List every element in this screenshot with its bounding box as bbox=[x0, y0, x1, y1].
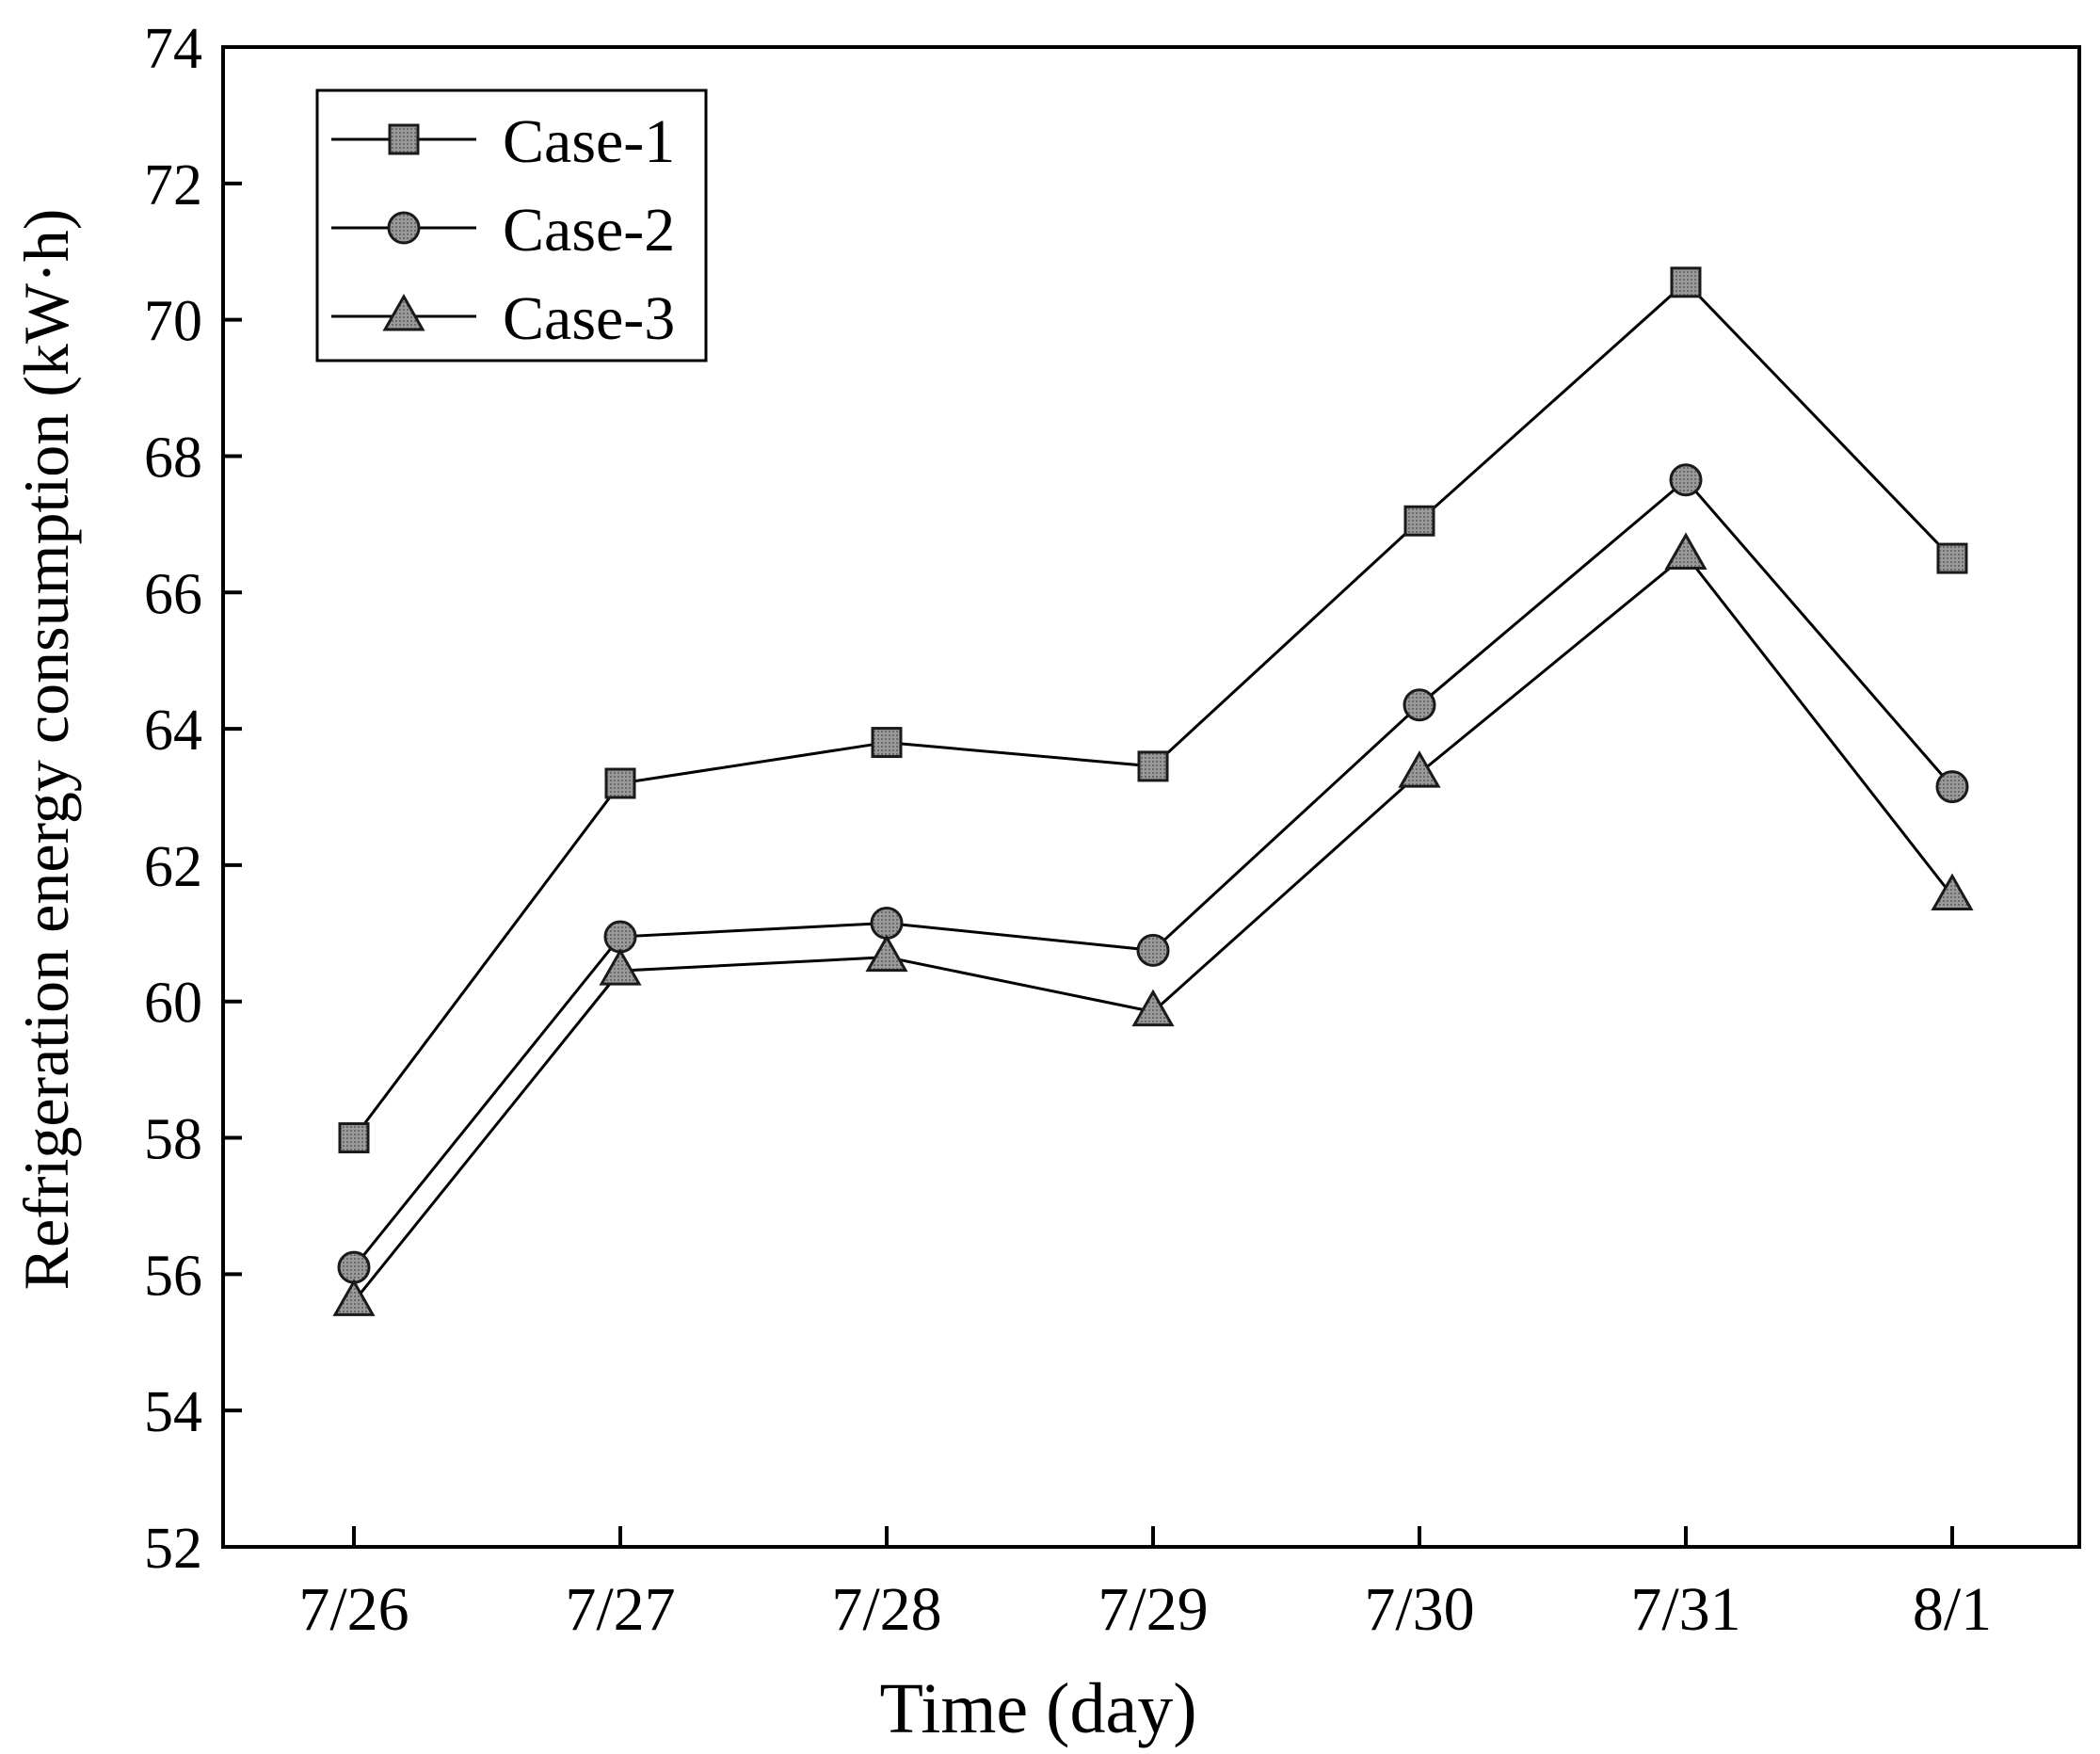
data-point-case-1 bbox=[1936, 542, 1968, 574]
series-line-case-2 bbox=[352, 477, 1954, 1269]
x-tick-label: 7/29 bbox=[1098, 1575, 1208, 1644]
legend: Case-1 Case-2 Case-3 bbox=[315, 89, 708, 362]
y-tick-label: 64 bbox=[144, 699, 202, 763]
y-tick-label: 70 bbox=[144, 290, 202, 354]
y-tick-label: 62 bbox=[144, 835, 202, 899]
x-tick-label: 7/27 bbox=[565, 1575, 675, 1644]
data-point-case-2 bbox=[603, 920, 637, 954]
series-line-case-3 bbox=[352, 553, 1954, 1303]
x-tick-label: 8/1 bbox=[1913, 1575, 1992, 1644]
series-case-1 bbox=[338, 266, 1968, 1154]
data-point-case-2 bbox=[337, 1250, 371, 1284]
y-tick-label: 66 bbox=[144, 562, 202, 626]
legend-label: Case-2 bbox=[503, 196, 675, 265]
legend-label: Case-3 bbox=[503, 284, 675, 353]
data-point-case-1 bbox=[604, 767, 636, 799]
data-point-case-1 bbox=[338, 1122, 370, 1154]
data-point-case-2 bbox=[1136, 933, 1170, 967]
data-point-case-3 bbox=[865, 934, 908, 973]
x-tick-label: 7/31 bbox=[1630, 1575, 1740, 1644]
legend-marker bbox=[382, 293, 425, 331]
data-point-case-2 bbox=[1669, 463, 1703, 497]
y-axis-title: Refrigeration energy consumption (kW·h) bbox=[10, 209, 82, 1291]
y-tick-label: 54 bbox=[144, 1380, 202, 1444]
x-tick-label: 7/28 bbox=[831, 1575, 941, 1644]
data-point-case-1 bbox=[1137, 750, 1169, 782]
data-point-case-3 bbox=[332, 1279, 376, 1316]
data-point-case-3 bbox=[1931, 873, 1974, 910]
data-point-case-3 bbox=[1664, 532, 1707, 570]
y-tick-label: 60 bbox=[144, 972, 202, 1036]
data-point-case-1 bbox=[1403, 505, 1435, 537]
data-point-case-1 bbox=[871, 727, 903, 759]
legend-item-case-1: Case-1 bbox=[331, 107, 675, 176]
data-point-case-3 bbox=[1398, 750, 1441, 788]
legend-marker bbox=[387, 211, 421, 245]
x-tick-label: 7/30 bbox=[1364, 1575, 1474, 1644]
legend-item-case-3: Case-3 bbox=[331, 284, 675, 353]
data-point-case-2 bbox=[1403, 688, 1436, 722]
y-tick-label: 56 bbox=[144, 1244, 202, 1308]
legend-label: Case-1 bbox=[503, 107, 675, 176]
data-point-case-2 bbox=[1935, 770, 1969, 804]
series-case-3 bbox=[332, 532, 1974, 1316]
data-point-case-3 bbox=[599, 948, 642, 986]
legend-item-case-2: Case-2 bbox=[331, 196, 675, 265]
y-tick-label: 68 bbox=[144, 426, 202, 490]
y-tick-label: 72 bbox=[144, 153, 202, 217]
data-point-case-2 bbox=[870, 906, 904, 940]
series-case-2 bbox=[337, 463, 1969, 1284]
y-tick-label: 58 bbox=[144, 1108, 202, 1172]
x-tick-label: 7/26 bbox=[298, 1575, 409, 1644]
legend-marker bbox=[388, 123, 420, 155]
data-point-case-3 bbox=[1131, 989, 1175, 1027]
data-point-case-1 bbox=[1670, 266, 1702, 298]
x-axis-title: Time (day) bbox=[879, 1669, 1196, 1748]
y-tick-label: 74 bbox=[144, 17, 202, 81]
y-tick-label: 52 bbox=[144, 1517, 202, 1581]
